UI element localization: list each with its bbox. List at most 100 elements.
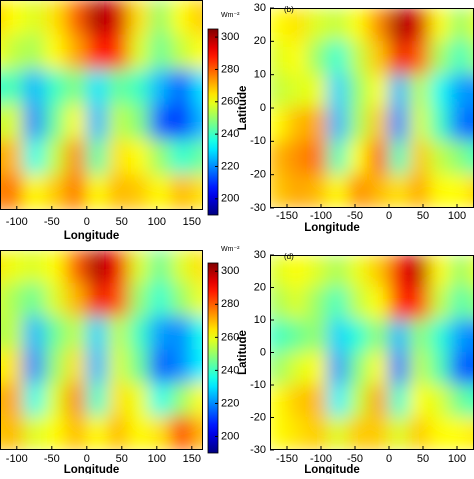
heatmap-cell [86,416,109,450]
heatmap-cell [86,174,109,210]
heatmap-cell [149,139,172,176]
colorbar-tick-label: 300 [221,31,239,43]
x-tick-label: -50 [44,453,60,465]
heatmap-cell [429,107,451,142]
x-axis-label: Longitude [304,222,360,234]
heatmap-cell [191,69,203,106]
heatmap-cell [170,316,193,351]
heatmap-cell [327,74,349,109]
heatmap-cell [170,349,193,384]
heatmap-cell [107,250,130,284]
y-tick-label: 30 [254,249,266,261]
heatmap-cell [388,174,410,208]
heatmap-cell [470,140,474,176]
heatmap-cell [86,382,109,418]
heatmap-cell [368,352,390,386]
y-tick-label: -10 [250,135,266,147]
heatmap-cell [191,250,203,284]
heatmap-cell [170,139,193,176]
heatmap-cell [470,417,474,450]
colorbar-tick-label: 240 [221,128,239,140]
heatmap-cell [149,382,172,418]
y-tick-label: -20 [250,169,266,181]
heatmap-cell [107,174,130,210]
heatmap [270,255,474,450]
heatmap-cell [429,74,451,109]
heatmap-cell [388,107,410,142]
heatmap-cell [65,174,88,210]
heatmap-cell [170,282,193,318]
heatmap-cell [191,349,203,384]
plot-area [270,8,474,208]
heatmap-cell [388,352,410,386]
heatmap-cell [149,174,172,210]
heatmap-cell [2,316,25,351]
heatmap-cell [0,349,4,384]
heatmap-cell [65,382,88,418]
heatmap-cell [107,382,130,418]
heatmap-cell [170,34,193,71]
heatmap-cell [347,319,370,353]
heatmap-cell [191,0,203,36]
heatmap-cell [65,34,88,71]
heatmap-cell [107,139,130,176]
heatmap-cell [368,384,390,418]
heatmap-cell [449,319,472,353]
heatmap-cell [86,316,109,351]
heatmap-cell [44,0,67,36]
heatmap-cell [191,416,203,450]
heatmap-cell [449,352,472,386]
heatmap-cell [149,349,172,384]
heatmap-cell [44,349,67,384]
heatmap-cell [408,319,431,353]
heatmap-cell [470,8,474,42]
heatmap-cell [0,250,4,284]
heatmap-cell [388,74,410,109]
heatmap-cell [149,0,172,36]
heatmap-cell [107,69,130,106]
heatmap-cell [191,282,203,318]
heatmap-cell [429,287,451,321]
colorbar-tick-label: 200 [221,193,239,205]
heatmap-cell [23,382,46,418]
heatmap-cell [270,287,288,321]
panel: -150 -100 -50 0 50 100Longitude3020100-10-20-… [237,2,474,234]
x-tick-label: 50 [417,210,429,222]
heatmap-cell [449,287,472,321]
heatmap-cell [347,40,370,76]
heatmap-cell [408,74,431,109]
heatmap-cell [429,384,451,418]
heatmap-cell [86,349,109,384]
y-tick-label: 0 [260,346,266,358]
x-tick-label: 150 [183,216,201,228]
colorbar-tick-label: 280 [221,63,239,75]
x-tick-label: -100 [310,210,332,222]
y-tick-label: -30 [250,444,266,456]
heatmap-cell [86,104,109,141]
heatmap-cell [327,319,349,353]
heatmap-cell [408,287,431,321]
heatmap-cell [306,40,329,76]
heatmap-cell [388,140,410,176]
heatmap-cell [347,107,370,142]
heatmap-cell [170,250,193,284]
heatmap-cell [0,382,4,418]
heatmap-cell [286,384,308,418]
heatmap-cell [286,287,308,321]
heatmap-cell [44,104,67,141]
heatmap-cell [408,417,431,450]
heatmap-cell [429,140,451,176]
heatmap-cell [0,174,4,210]
y-tick-label: -10 [250,379,266,391]
heatmap-cell [347,384,370,418]
x-tick-label: 0 [386,210,392,222]
heatmap-cell [65,139,88,176]
heatmap-cell [368,174,390,208]
heatmap-cell [107,34,130,71]
heatmap-cell [170,69,193,106]
panel-label: (d) [284,252,294,261]
heatmap-cell [306,417,329,450]
heatmap-cell [170,104,193,141]
heatmap-cell [23,316,46,351]
heatmap-cell [388,319,410,353]
